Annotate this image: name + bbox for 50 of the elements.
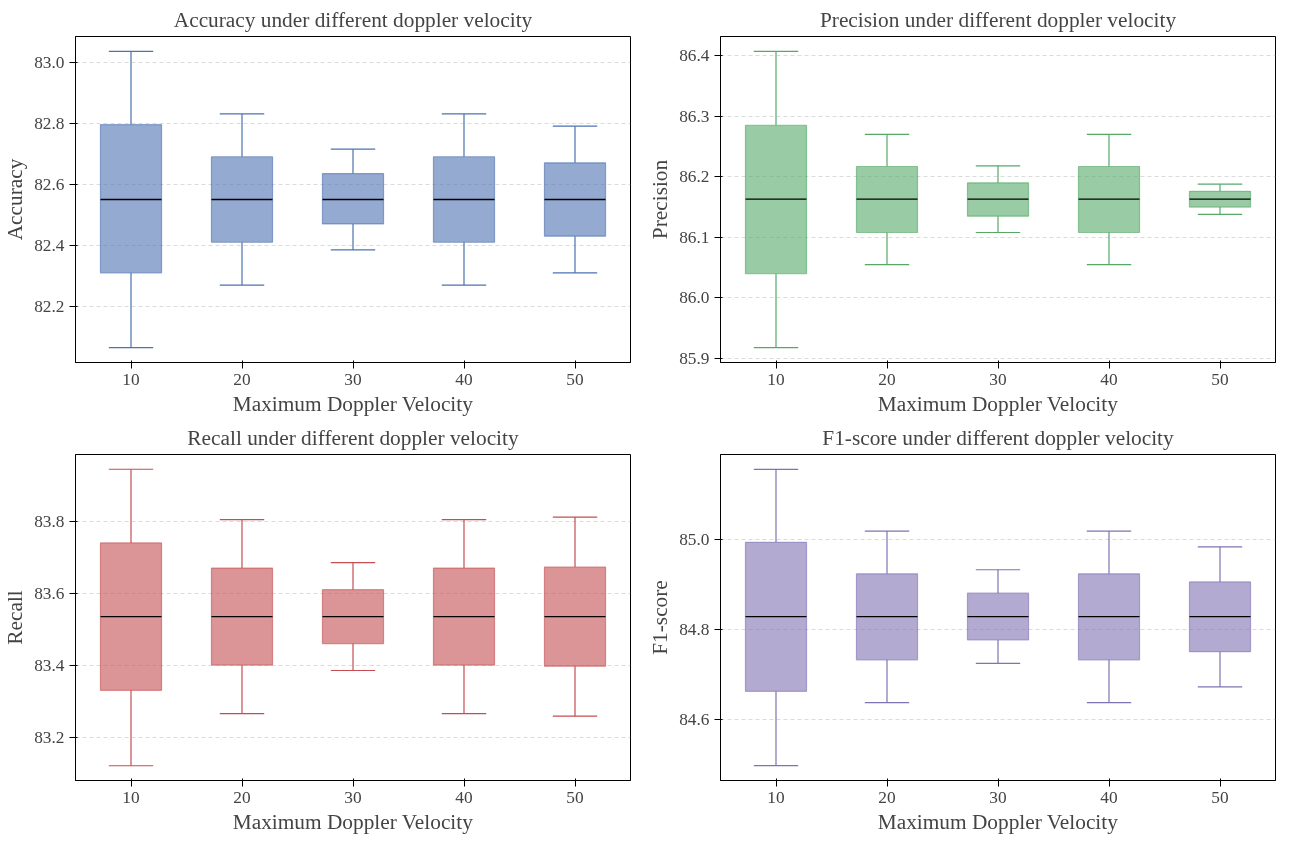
y-tick-label: 86.0 xyxy=(679,288,710,308)
x-tick-label: 40 xyxy=(1100,369,1118,389)
x-tick-label: 50 xyxy=(1211,369,1229,389)
x-tick-label: 20 xyxy=(233,787,251,807)
x-tick-label: 30 xyxy=(344,787,362,807)
chart-title: Accuracy under different doppler velocity xyxy=(173,7,533,32)
x-tick-label: 40 xyxy=(455,787,473,807)
x-tick-label: 20 xyxy=(878,369,896,389)
y-tick-label: 82.4 xyxy=(34,235,65,255)
y-tick-label: 85.0 xyxy=(679,529,710,549)
chart-title: F1-score under different doppler velocity xyxy=(822,425,1175,450)
x-tick-label: 20 xyxy=(878,787,896,807)
x-tick-label: 10 xyxy=(122,369,140,389)
y-tick-label: 86.4 xyxy=(679,46,710,66)
y-tick-label: 86.2 xyxy=(679,167,710,187)
y-tick-label: 82.2 xyxy=(34,296,65,316)
y-axis-title: Accuracy xyxy=(3,158,28,241)
x-tick-label: 10 xyxy=(767,369,785,389)
y-tick-label: 82.6 xyxy=(34,174,65,194)
x-tick-label: 40 xyxy=(1100,787,1118,807)
y-tick-label: 83.0 xyxy=(34,52,65,72)
x-axis-title: Maximum Doppler Velocity xyxy=(232,809,474,834)
y-tick-label: 83.2 xyxy=(34,727,65,747)
y-axis-title: Recall xyxy=(3,590,28,645)
y-axis-title: F1-score xyxy=(648,580,673,655)
y-tick-label: 83.4 xyxy=(34,655,65,675)
y-tick-label: 83.6 xyxy=(34,583,65,603)
y-tick-label: 83.8 xyxy=(34,511,65,531)
chart-title: Precision under different doppler velocity xyxy=(819,7,1177,32)
chart-title: Recall under different doppler velocity xyxy=(187,425,519,450)
x-tick-label: 30 xyxy=(989,787,1007,807)
x-tick-label: 20 xyxy=(233,369,251,389)
y-tick-label: 84.6 xyxy=(679,709,710,729)
x-axis-title: Maximum Doppler Velocity xyxy=(877,809,1119,834)
x-tick-label: 50 xyxy=(566,787,584,807)
y-tick-label: 86.3 xyxy=(679,106,710,126)
x-tick-label: 40 xyxy=(455,369,473,389)
y-axis-title: Precision xyxy=(648,159,673,240)
x-tick-label: 10 xyxy=(767,787,785,807)
x-tick-label: 50 xyxy=(566,369,584,389)
x-axis-title: Maximum Doppler Velocity xyxy=(877,391,1119,416)
x-axis-title: Maximum Doppler Velocity xyxy=(232,391,474,416)
y-tick-label: 86.1 xyxy=(679,227,710,247)
x-tick-label: 10 xyxy=(122,787,140,807)
x-tick-label: 30 xyxy=(344,369,362,389)
x-tick-label: 30 xyxy=(989,369,1007,389)
y-tick-label: 85.9 xyxy=(679,349,710,369)
x-tick-label: 50 xyxy=(1211,787,1229,807)
y-tick-label: 82.8 xyxy=(34,113,65,133)
y-tick-label: 84.8 xyxy=(679,619,710,639)
